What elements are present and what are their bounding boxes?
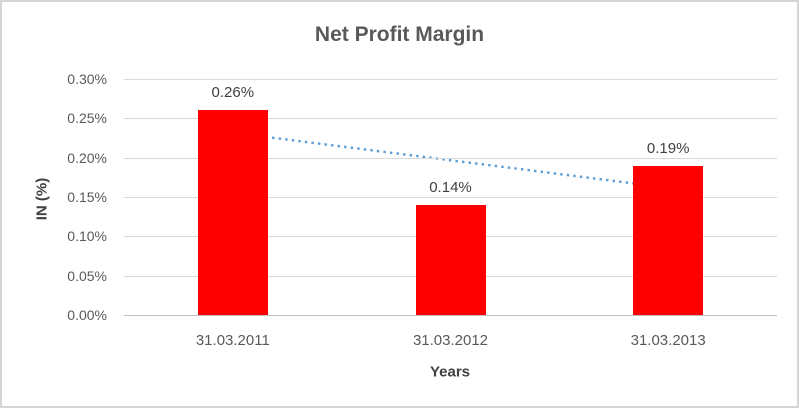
y-tick-label: 0.30%: [67, 71, 107, 87]
chart-title: Net Profit Margin: [314, 23, 485, 46]
y-tick-label: 0.00%: [67, 307, 107, 323]
gridline: [124, 118, 777, 120]
category-label: 31.03.2011: [195, 332, 270, 349]
y-tick-label: 0.15%: [67, 189, 107, 205]
bar-31.03.2012: [415, 204, 486, 315]
gridline: [124, 197, 777, 198]
y-tick-label: 0.10%: [67, 228, 107, 245]
gridline: [124, 157, 777, 159]
category-label: 31.03.2012: [412, 332, 489, 349]
x-axis-title: Years: [429, 363, 471, 381]
y-tick-label: 0.05%: [67, 267, 107, 284]
data-label: 0.19%: [646, 139, 690, 157]
category-label: 31.03.2013: [630, 332, 706, 349]
data-label: 0.26%: [211, 84, 255, 102]
x-axis-line: [124, 315, 777, 316]
data-label: 0.14%: [429, 178, 472, 196]
bar-31.03.2011: [197, 110, 268, 315]
y-tick-label: 0.25%: [67, 110, 107, 127]
y-tick-label: 0.20%: [67, 149, 107, 166]
bar-31.03.2013: [633, 165, 704, 315]
gridline: [124, 79, 777, 80]
